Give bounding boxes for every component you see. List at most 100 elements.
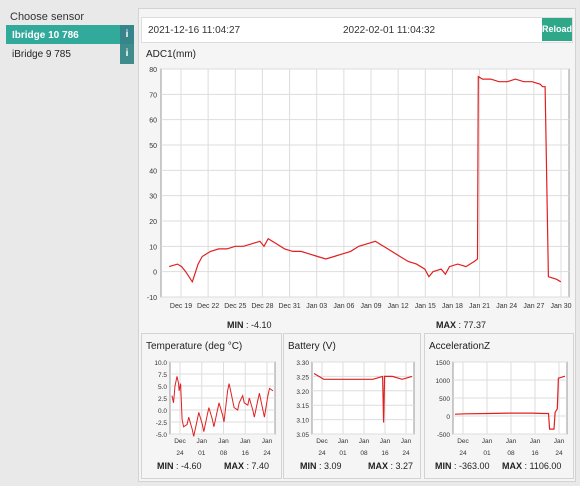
x-tick-label-bottom: 16: [381, 450, 389, 456]
x-tick-label-bottom: 01: [198, 450, 206, 456]
x-tick-label: Jan 03: [306, 303, 327, 310]
min-value: : -4.10: [246, 320, 272, 330]
y-tick-label: 1500: [436, 360, 451, 367]
x-tick-label-top: Jan: [482, 438, 493, 445]
info-icon[interactable]: i: [120, 44, 134, 64]
sensor-item-ibridge-10-786[interactable]: Ibridge 10 786 i: [6, 25, 134, 45]
sidebar-title: Choose sensor: [10, 11, 84, 23]
min-value: : -4.60: [176, 461, 202, 471]
y-tick-label: 0.0: [158, 408, 167, 415]
x-tick-label-top: Jan: [338, 438, 349, 445]
temp-min: MIN : -4.60: [157, 461, 202, 471]
x-tick-label: Dec 19: [170, 303, 192, 310]
date-from-field[interactable]: 2021-12-16 11:04:27: [148, 25, 241, 36]
y-tick-label: 30: [149, 194, 157, 201]
y-tick-label: -5.0: [156, 432, 168, 439]
x-tick-label-bottom: 24: [555, 450, 563, 456]
x-tick-label-bottom: 24: [459, 450, 467, 456]
x-tick-label: Dec 28: [251, 303, 273, 310]
min-label: MIN: [435, 461, 452, 471]
y-tick-label: 2.5: [158, 396, 167, 403]
x-tick-label-bottom: 16: [531, 450, 539, 456]
date-range-bar: 2021-12-16 11:04:27 2022-02-01 11:04:32 …: [141, 17, 573, 43]
x-tick-label-top: Jan: [530, 438, 541, 445]
x-tick-label-top: Dec: [457, 438, 469, 445]
temperature-panel: Temperature (deg °C) -5.0 -2.5 0.0 2.5 5.0 7.…: [141, 333, 282, 479]
max-value: : 3.27: [390, 461, 414, 471]
max-label: MAX: [368, 461, 388, 471]
x-tick-label-top: Jan: [240, 438, 251, 445]
battery-chart: 3.05 3.10 3.15 3.20 3.25 3.30 Dec 24 Jan 01 Jan 08 J…: [296, 360, 415, 456]
min-label: MIN: [300, 461, 317, 471]
x-tick-label: Dec 31: [278, 303, 300, 310]
x-tick-label: Dec 22: [197, 303, 219, 310]
x-tick-label-bottom: 08: [507, 450, 515, 456]
y-tick-label: 60: [149, 118, 157, 125]
y-tick-label: 3.30: [296, 360, 309, 367]
x-tick-label-top: Jan: [218, 438, 229, 445]
y-tick-label: -10: [147, 295, 157, 302]
adc1-series-line: [169, 75, 562, 284]
y-tick-label: 5.0: [158, 384, 167, 391]
x-tick-label-top: Jan: [380, 438, 391, 445]
y-tick-label: 7.5: [158, 372, 167, 379]
temp-max: MAX : 7.40: [224, 461, 269, 471]
x-tick-label-top: Dec: [316, 438, 328, 445]
x-tick-label-top: Dec: [174, 438, 186, 445]
battery-series-line: [313, 372, 413, 423]
y-tick-label: 3.10: [296, 418, 309, 425]
battery-panel: Battery (V) 3.05 3.10 3.15 3.20 3.25 3.30 Dec 2…: [283, 333, 421, 479]
adc1-chart: -10 0 10 20 30 40 50 60 70 80 Dec 19 Dec 22 Dec 25 De…: [147, 67, 572, 310]
max-label: MAX: [436, 320, 456, 330]
sensor-item-label: Ibridge 10 786: [12, 30, 79, 41]
y-tick-label: 10.0: [154, 360, 167, 367]
x-tick-label-bottom: 01: [339, 450, 347, 456]
y-tick-label: -500: [437, 432, 450, 439]
y-tick-label: 1000: [436, 378, 451, 385]
info-icon[interactable]: i: [120, 25, 134, 45]
acceleration-chart: -500 0 500 1000 1500 Dec 24 Jan 01 Jan 08 Jan 16 Jan 2…: [436, 360, 568, 456]
y-tick-label: 80: [149, 67, 157, 74]
max-label: MAX: [224, 461, 244, 471]
acceleration-panel: AccelerationZ -500 0 500 1000 1500 Dec 24 Jan 01…: [424, 333, 574, 479]
battery-max: MAX : 3.27: [368, 461, 413, 471]
x-tick-label-bottom: 16: [242, 450, 250, 456]
max-value: : 77.37: [458, 320, 487, 330]
x-tick-label: Jan 12: [388, 303, 409, 310]
sensor-item-ibridge-9-785[interactable]: iBridge 9 785 i: [6, 44, 134, 64]
y-tick-label: 20: [149, 219, 157, 226]
y-tick-label: 3.15: [296, 403, 309, 410]
x-tick-label-top: Jan: [197, 438, 208, 445]
date-to-field[interactable]: 2022-02-01 11:04:32: [343, 25, 436, 36]
sensor-sidebar: Choose sensor Ibridge 10 786 i iBridge 9…: [0, 0, 138, 486]
x-tick-label-bottom: 08: [360, 450, 368, 456]
main-chart-title: ADC1(mm): [146, 49, 196, 60]
main-chart-min: MIN : -4.10: [227, 320, 272, 330]
x-tick-label: Jan 30: [550, 303, 571, 310]
plot-area: [160, 68, 570, 298]
y-tick-label: 40: [149, 168, 157, 175]
temperature-series-line: [171, 376, 274, 437]
min-label: MIN: [227, 320, 244, 330]
x-tick-label-top: Jan: [359, 438, 370, 445]
x-tick-label-bottom: 24: [318, 450, 326, 456]
y-tick-label: 3.20: [296, 389, 309, 396]
x-tick-label-bottom: 24: [402, 450, 410, 456]
main-chart-max: MAX : 77.37: [436, 320, 486, 330]
x-tick-label: Jan 09: [360, 303, 381, 310]
x-tick-label: Jan 21: [469, 303, 490, 310]
accel-min: MIN : -363.00: [435, 461, 490, 471]
x-tick-label: Jan 18: [442, 303, 463, 310]
main-panel: 2021-12-16 11:04:27 2022-02-01 11:04:32 …: [138, 8, 576, 482]
y-tick-label: 0: [153, 270, 157, 277]
x-tick-label-bottom: 24: [263, 450, 271, 456]
min-value: : 3.09: [319, 461, 342, 471]
y-tick-label: 50: [149, 143, 157, 150]
x-tick-label-bottom: 24: [176, 450, 184, 456]
x-tick-label-top: Jan: [401, 438, 412, 445]
temperature-chart-title: Temperature (deg °C): [146, 341, 243, 352]
x-tick-label-top: Jan: [554, 438, 565, 445]
accel-max: MAX : 1106.00: [502, 461, 561, 471]
reload-button[interactable]: Reload: [542, 18, 572, 41]
acceleration-series-line: [454, 375, 566, 430]
